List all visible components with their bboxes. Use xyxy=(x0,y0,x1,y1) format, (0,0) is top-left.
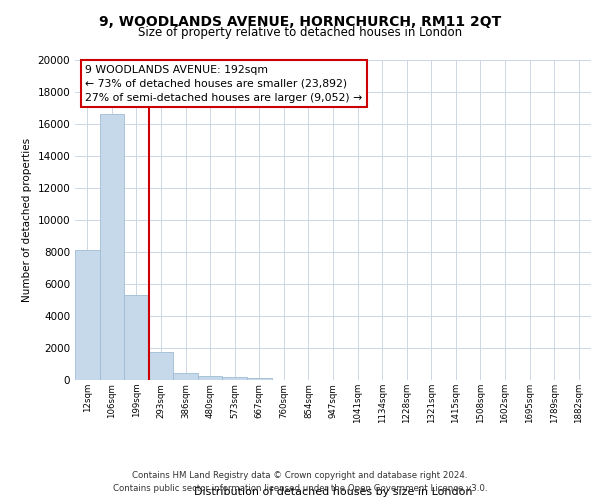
Text: 9, WOODLANDS AVENUE, HORNCHURCH, RM11 2QT: 9, WOODLANDS AVENUE, HORNCHURCH, RM11 2Q… xyxy=(99,15,501,29)
Bar xyxy=(100,114,124,380)
Bar xyxy=(247,378,272,380)
Text: 9 WOODLANDS AVENUE: 192sqm
← 73% of detached houses are smaller (23,892)
27% of : 9 WOODLANDS AVENUE: 192sqm ← 73% of deta… xyxy=(85,65,362,103)
Bar xyxy=(75,250,100,380)
Text: Size of property relative to detached houses in London: Size of property relative to detached ho… xyxy=(138,26,462,39)
Bar xyxy=(149,352,173,380)
Bar xyxy=(173,373,198,380)
Text: Contains public sector information licensed under the Open Government Licence v3: Contains public sector information licen… xyxy=(113,484,487,493)
Bar xyxy=(198,376,223,380)
Bar xyxy=(223,378,247,380)
Text: Contains HM Land Registry data © Crown copyright and database right 2024.: Contains HM Land Registry data © Crown c… xyxy=(132,472,468,480)
Y-axis label: Number of detached properties: Number of detached properties xyxy=(22,138,32,302)
Bar xyxy=(124,295,149,380)
X-axis label: Distribution of detached houses by size in London: Distribution of detached houses by size … xyxy=(194,487,472,497)
